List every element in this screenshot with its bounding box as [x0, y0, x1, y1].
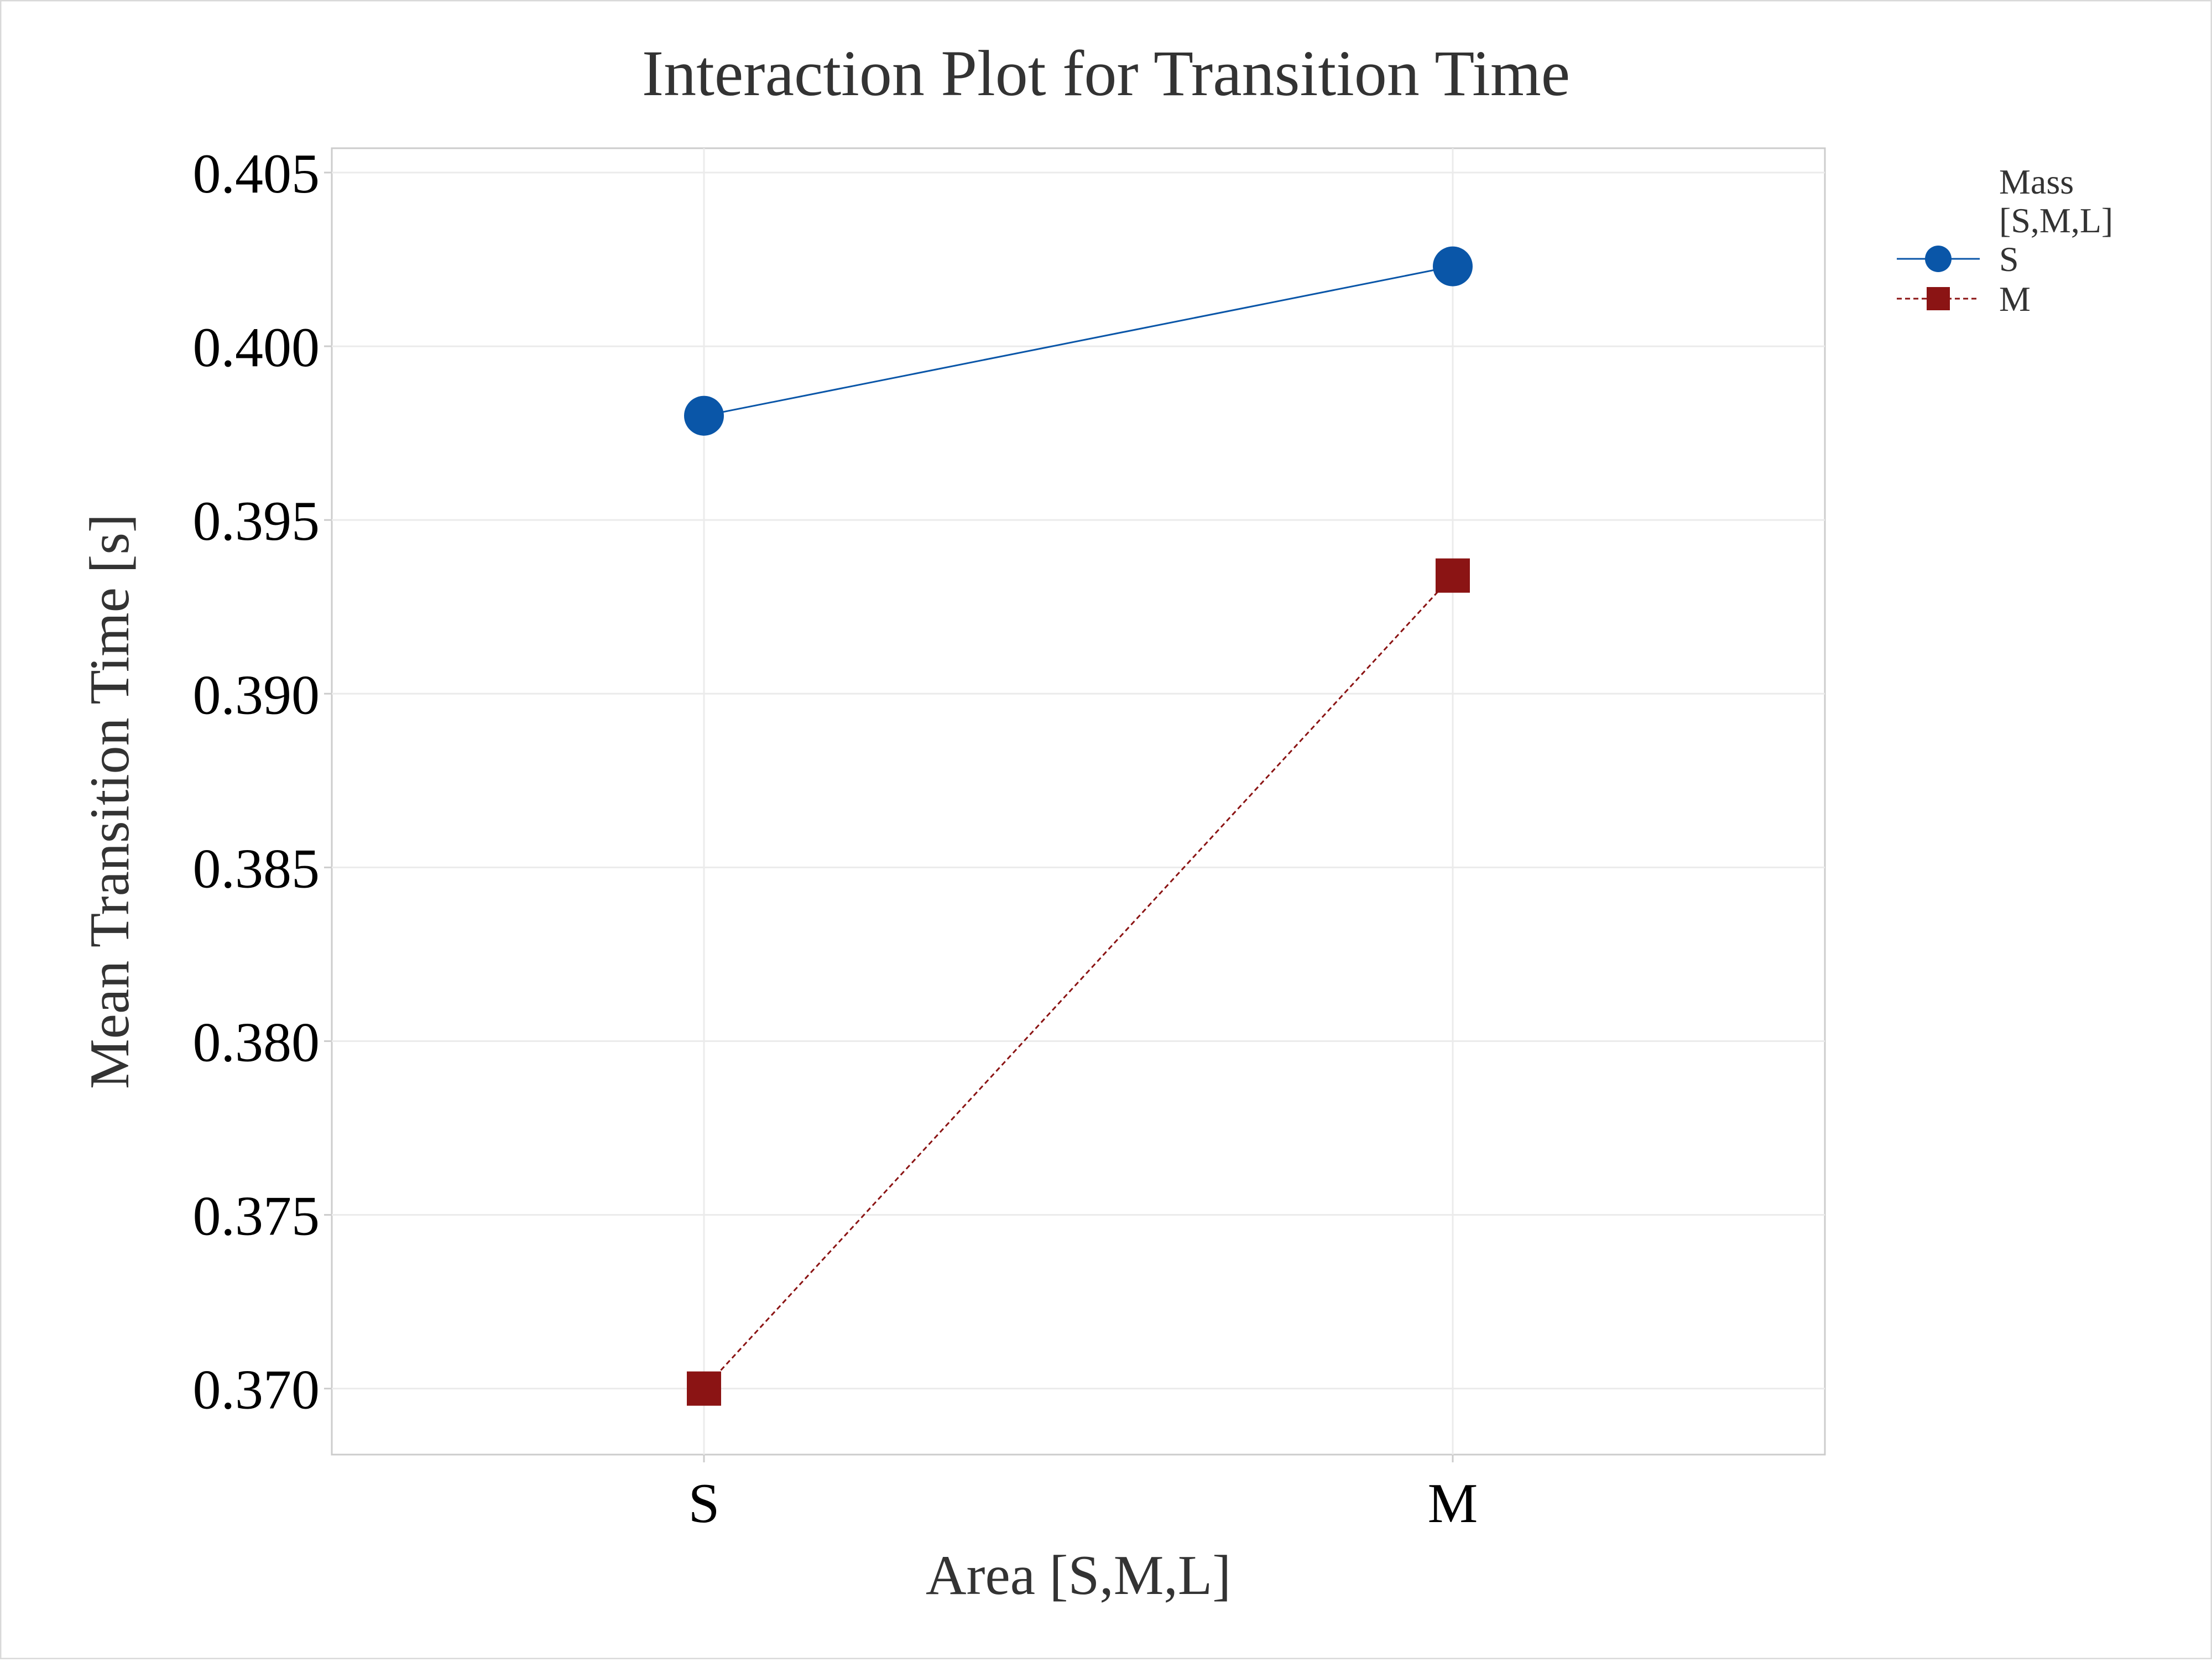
y-axis-title: Mean Transition Time [s] — [79, 514, 141, 1089]
series-points — [684, 246, 1473, 1406]
legend-item-M: M — [1897, 279, 2031, 319]
x-tick-label: S — [688, 1472, 720, 1535]
legend-label: M — [1999, 279, 2031, 319]
y-gridlines — [332, 171, 1825, 1390]
legend-title-line-2: [S,M,L] — [1999, 201, 2113, 240]
data-point-M-S — [687, 1371, 721, 1406]
data-point-S-S — [684, 395, 724, 436]
panel-border — [331, 147, 1826, 1456]
legend-title-line-1: Mass — [1999, 162, 2074, 201]
series-line-M — [703, 575, 1454, 1389]
y-tick-label: 0.405 — [193, 143, 320, 205]
x-tick-label: M — [1428, 1472, 1478, 1535]
legend-key-marker — [1925, 246, 1952, 272]
x-gridlines — [703, 148, 1454, 1455]
y-tick-label: 0.390 — [193, 664, 320, 726]
data-point-S-M — [1433, 246, 1473, 286]
legend-items: SM — [1897, 239, 2031, 319]
y-tick-label: 0.385 — [193, 837, 320, 900]
legend: Mass [S,M,L] SM — [1897, 162, 2113, 319]
y-axis: 0.370 0.375 0.380 0.385 0.390 0.395 0.400 0.405 — [193, 143, 332, 1421]
legend-item-S: S — [1897, 239, 2019, 279]
y-tick-label: 0.370 — [193, 1359, 320, 1421]
chart-title: Interaction Plot for Transition Time — [642, 37, 1570, 110]
y-tick-label: 0.395 — [193, 490, 320, 553]
x-axis-title: Area [S,M,L] — [926, 1544, 1231, 1607]
y-tick-label: 0.375 — [193, 1185, 320, 1248]
data-point-M-M — [1436, 558, 1470, 593]
series-line-S — [703, 265, 1453, 417]
series-lines — [703, 265, 1454, 1389]
y-tick-label: 0.400 — [193, 316, 320, 379]
plot-panel — [331, 147, 1826, 1456]
y-tick-label: 0.380 — [193, 1011, 320, 1074]
legend-key-marker — [1927, 287, 1950, 310]
legend-label: S — [1999, 239, 2019, 279]
